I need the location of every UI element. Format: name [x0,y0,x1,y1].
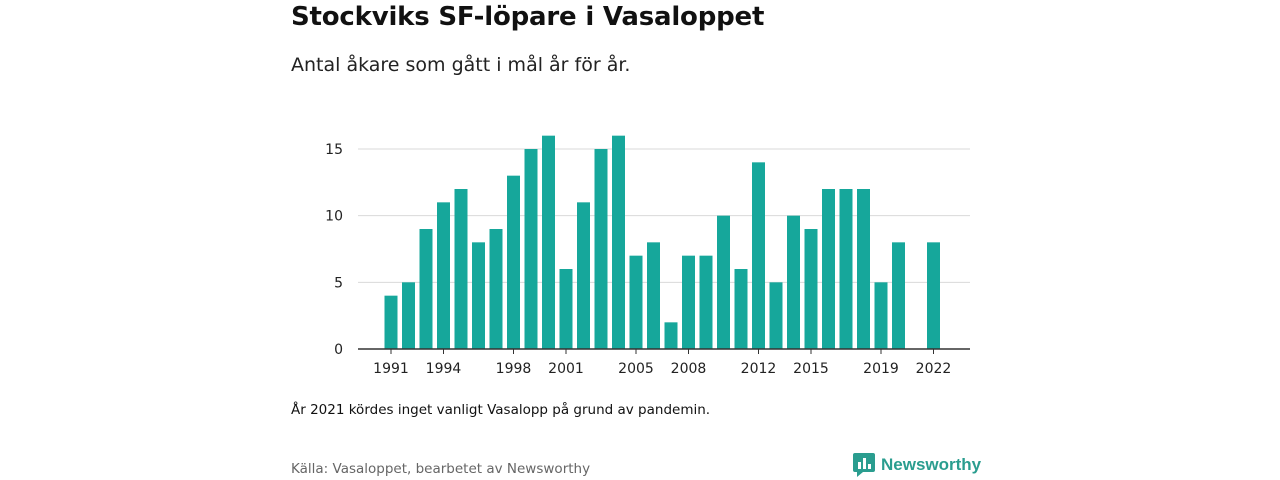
bar-2012 [752,162,765,349]
x-tick-label: 1994 [426,361,462,377]
y-tick-label: 5 [334,275,343,291]
brand-name: Newsworthy [881,455,982,474]
bar-1991 [384,295,398,349]
brand-logo[interactable]: Newsworthy [853,453,981,477]
x-tick-label: 1998 [496,361,532,377]
bar-2010 [717,215,730,349]
bar-chart: 0 5 10 15 1991 1994 1998 2001 2005 2008 2012 2015 2… [325,135,970,377]
newsworthy-logo-icon [853,453,875,477]
bar-2008 [682,255,695,349]
bar-2018 [857,189,870,349]
y-axis-ticks: 0 5 10 15 [325,142,343,358]
bar-2003 [594,149,608,349]
x-tick-label: 1991 [373,361,409,377]
chart-note: År 2021 kördes inget vanligt Vasalopp på… [291,402,711,418]
bar-2006 [647,242,660,349]
bar-2001 [559,269,573,349]
x-tick-label: 2019 [863,361,899,377]
bars [384,135,940,349]
bar-1996 [472,242,485,349]
bar-2015 [804,229,818,349]
bar-1998 [507,175,520,349]
bar-2016 [822,189,835,349]
x-tick-label: 2022 [916,361,952,377]
bar-2022 [927,242,940,349]
bar-1995 [454,189,468,349]
bar-2000 [542,135,555,349]
x-tick-label: 2008 [671,361,707,377]
bar-1994 [437,202,450,349]
bar-2019 [874,282,888,349]
bar-1992 [402,282,415,349]
bar-2017 [839,189,853,349]
bar-2013 [769,282,783,349]
bar-1997 [489,229,503,349]
bar-1993 [419,229,433,349]
y-tick-label: 15 [325,142,343,158]
chart-title: Stockviks SF-löpare i Vasaloppet [291,2,765,32]
bar-2005 [629,255,643,349]
bar-1999 [524,149,538,349]
chart-subtitle: Antal åkare som gått i mål år för år. [291,54,631,76]
x-axis-ticks: 1991 1994 1998 2001 2005 2008 2012 2015 2019 2022 [373,349,951,377]
bar-2011 [734,269,748,349]
x-tick-label: 2015 [793,361,829,377]
bar-2020 [892,242,905,349]
x-tick-label: 2001 [548,361,584,377]
x-tick-label: 2005 [618,361,654,377]
y-tick-label: 10 [325,209,343,225]
source-credit: Källa: Vasaloppet, bearbetet av Newswort… [291,461,591,477]
y-tick-label: 0 [334,342,343,358]
bar-2009 [699,255,713,349]
bar-2004 [612,135,625,349]
bar-2014 [787,215,800,349]
bar-2002 [577,202,590,349]
bar-2007 [664,322,678,349]
x-tick-label: 2012 [741,361,777,377]
